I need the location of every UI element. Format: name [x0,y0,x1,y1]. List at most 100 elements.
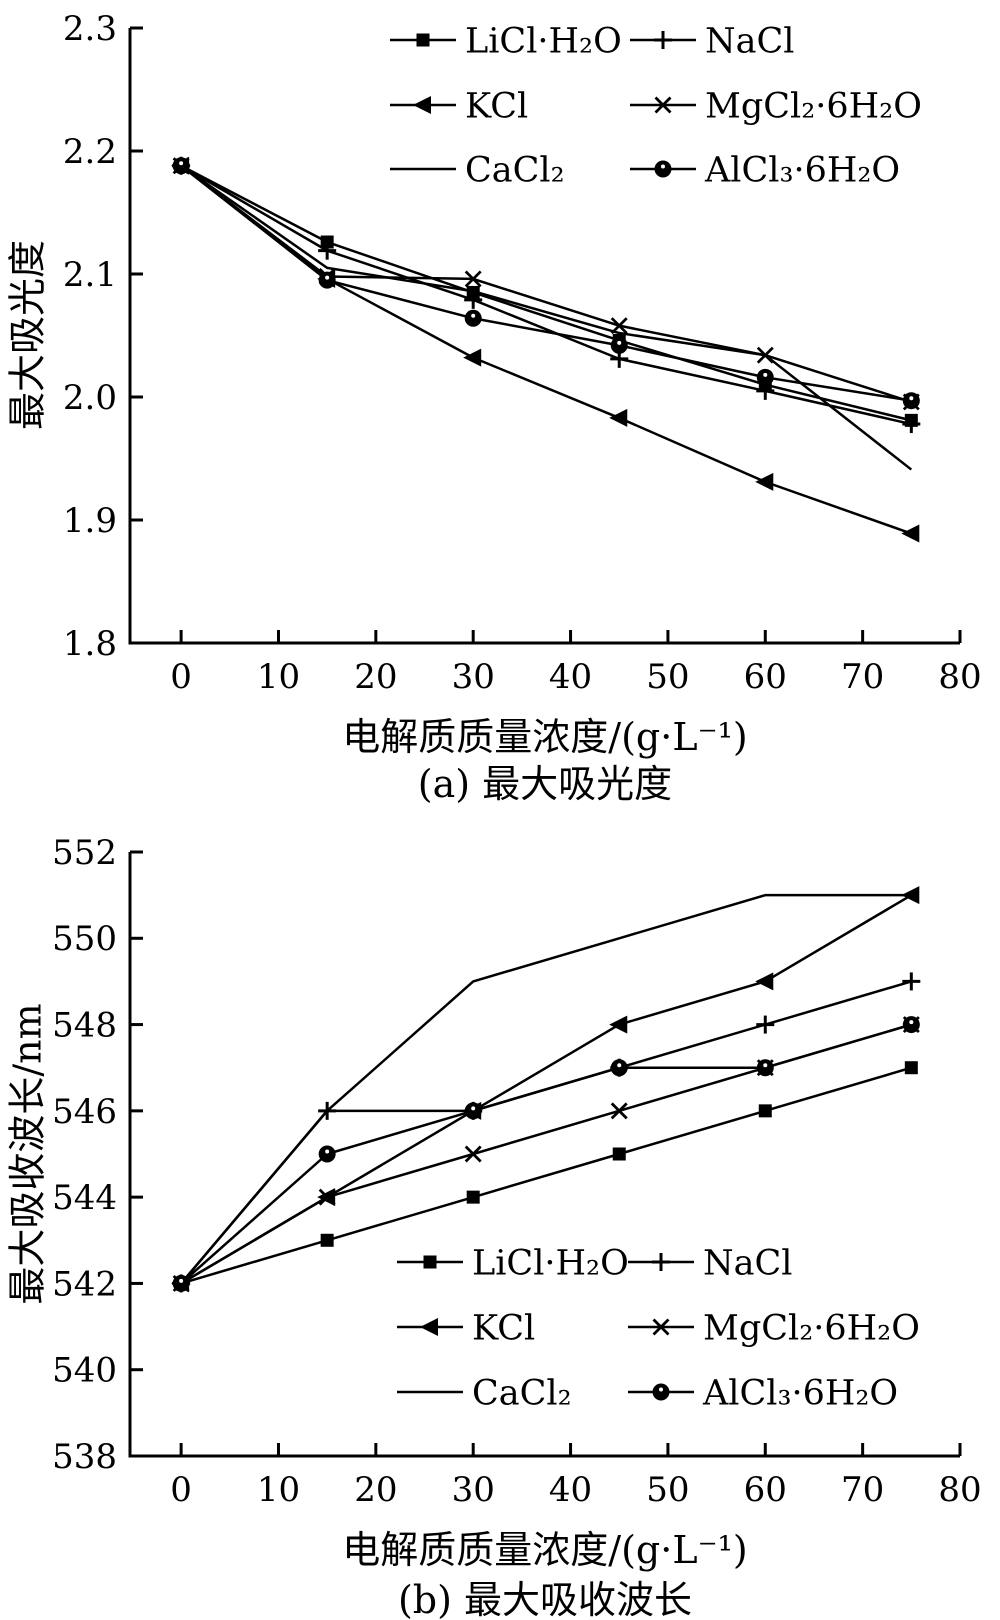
marker-circle [172,157,190,175]
y-tick-label: 546 [52,1092,117,1132]
legend-label: CaCl₂ [472,1373,572,1413]
marker-circle [902,1016,920,1034]
x-tick-label: 70 [841,1470,884,1510]
marker-square [904,1061,918,1075]
marker-circle-dot [909,396,914,401]
y-tick-label: 540 [52,1351,117,1391]
series-line-square [180,164,912,422]
y-tick-label: 1.8 [63,624,117,664]
x-tick-label: 50 [646,657,689,697]
marker-circle-dot [471,1106,476,1111]
chart-a-canvas: 1.8 1.9 2.0 2.1 2.2 2.3 0 10 20 30 40 50 60 70 80 LiCl·… [63,9,982,697]
marker-triangle-left [609,1015,628,1034]
marker-circle [610,1059,628,1077]
series-line-circle [180,164,912,402]
marker-circle [464,309,482,327]
marker-circle [464,1102,482,1120]
marker-x [610,317,628,335]
marker-triangle-left [901,886,920,905]
marker-square [416,33,430,47]
marker-x [756,346,774,364]
marker-x [610,1102,628,1120]
marker-circle-dot [659,1387,663,1392]
x-tick-label: 60 [744,1470,787,1510]
x-tick-label: 80 [938,657,981,697]
series-line-none [180,893,912,1285]
marker-triangle-left [413,96,431,114]
x-tick-label: 0 [170,1470,192,1510]
marker-square [612,1147,626,1161]
legend-label: MgCl₂·6H₂O [703,1308,920,1348]
chart-b-canvas: 538 540 542 544 546 548 550 552 0 10 20 30 40 50 60 70 8… [52,833,982,1510]
y-tick-label: 550 [52,919,117,959]
legend-label: NaCl [705,21,794,61]
marker-circle-dot [909,1020,914,1025]
legend-label: CaCl₂ [465,150,565,190]
x-tick-label: 0 [170,657,192,697]
x-tick-label: 70 [841,657,884,697]
marker-triangle-left [755,972,774,991]
y-tick-label: 2.3 [63,9,117,49]
y-tick-label: 2.0 [63,378,117,418]
series-line-none [180,164,913,471]
x-tick-label: 40 [549,657,592,697]
marker-circle [652,1383,670,1401]
marker-triangle-left [463,348,482,367]
marker-triangle-left [420,1318,438,1336]
y-tick-label: 2.2 [63,132,117,172]
legend-label: AlCl₃·6H₂O [704,150,900,190]
marker-square [466,1190,480,1204]
y-tick-label: 542 [52,1264,117,1304]
marker-circle-dot [763,372,768,377]
x-tick-label: 10 [257,1470,300,1510]
x-tick-label: 20 [354,657,397,697]
marker-circle [756,1059,774,1077]
legend-label: MgCl₂·6H₂O [705,86,922,126]
marker-x [464,1145,482,1163]
marker-circle [318,1145,336,1163]
legend-label: KCl [465,86,528,126]
series-line-circle [180,1023,912,1285]
x-tick-label: 20 [354,1470,397,1510]
marker-circle-dot [763,1063,768,1068]
marker-circle-dot [617,340,622,345]
marker-circle-dot [179,161,184,166]
legend-label: NaCl [703,1243,792,1283]
legend-label: LiCl·H₂O [465,21,622,61]
series-line-plus [180,164,912,426]
x-tick-label: 40 [549,1470,592,1510]
marker-triangle-left [901,524,920,543]
series-line-x [180,164,912,404]
chart-b-caption: (b) 最大吸收波长 [397,1578,693,1620]
x-tick-label: 30 [452,657,495,697]
marker-square [758,1104,772,1118]
series-line-square [180,1066,912,1285]
y-tick-label: 548 [52,1005,117,1045]
chart-a-x-axis-label: 电解质质量浓度/(g·L⁻¹) [342,715,748,759]
x-tick-label: 10 [257,657,300,697]
chart-a-caption: (a) 最大吸光度 [417,762,673,806]
marker-circle-dot [325,275,330,280]
marker-x [654,96,672,114]
marker-triangle-left [609,408,628,427]
marker-square [320,1233,334,1247]
x-tick-label: 80 [938,1470,981,1510]
marker-square [423,1255,437,1269]
marker-circle-dot [661,164,665,169]
marker-circle [902,392,920,410]
axis-spines [128,852,960,1458]
marker-x [318,1188,336,1206]
marker-x [652,1318,670,1336]
chart-b-x-axis-label: 电解质质量浓度/(g·L⁻¹) [342,1528,748,1572]
marker-x [464,270,482,288]
marker-circle [756,368,774,386]
x-tick-label: 50 [646,1470,689,1510]
legend-label: LiCl·H₂O [472,1243,629,1283]
marker-circle [654,160,672,178]
marker-circle [318,271,336,289]
marker-circle [610,336,628,354]
marker-circle [172,1274,190,1292]
marker-circle-dot [325,1149,330,1154]
y-tick-label: 1.9 [63,501,117,541]
